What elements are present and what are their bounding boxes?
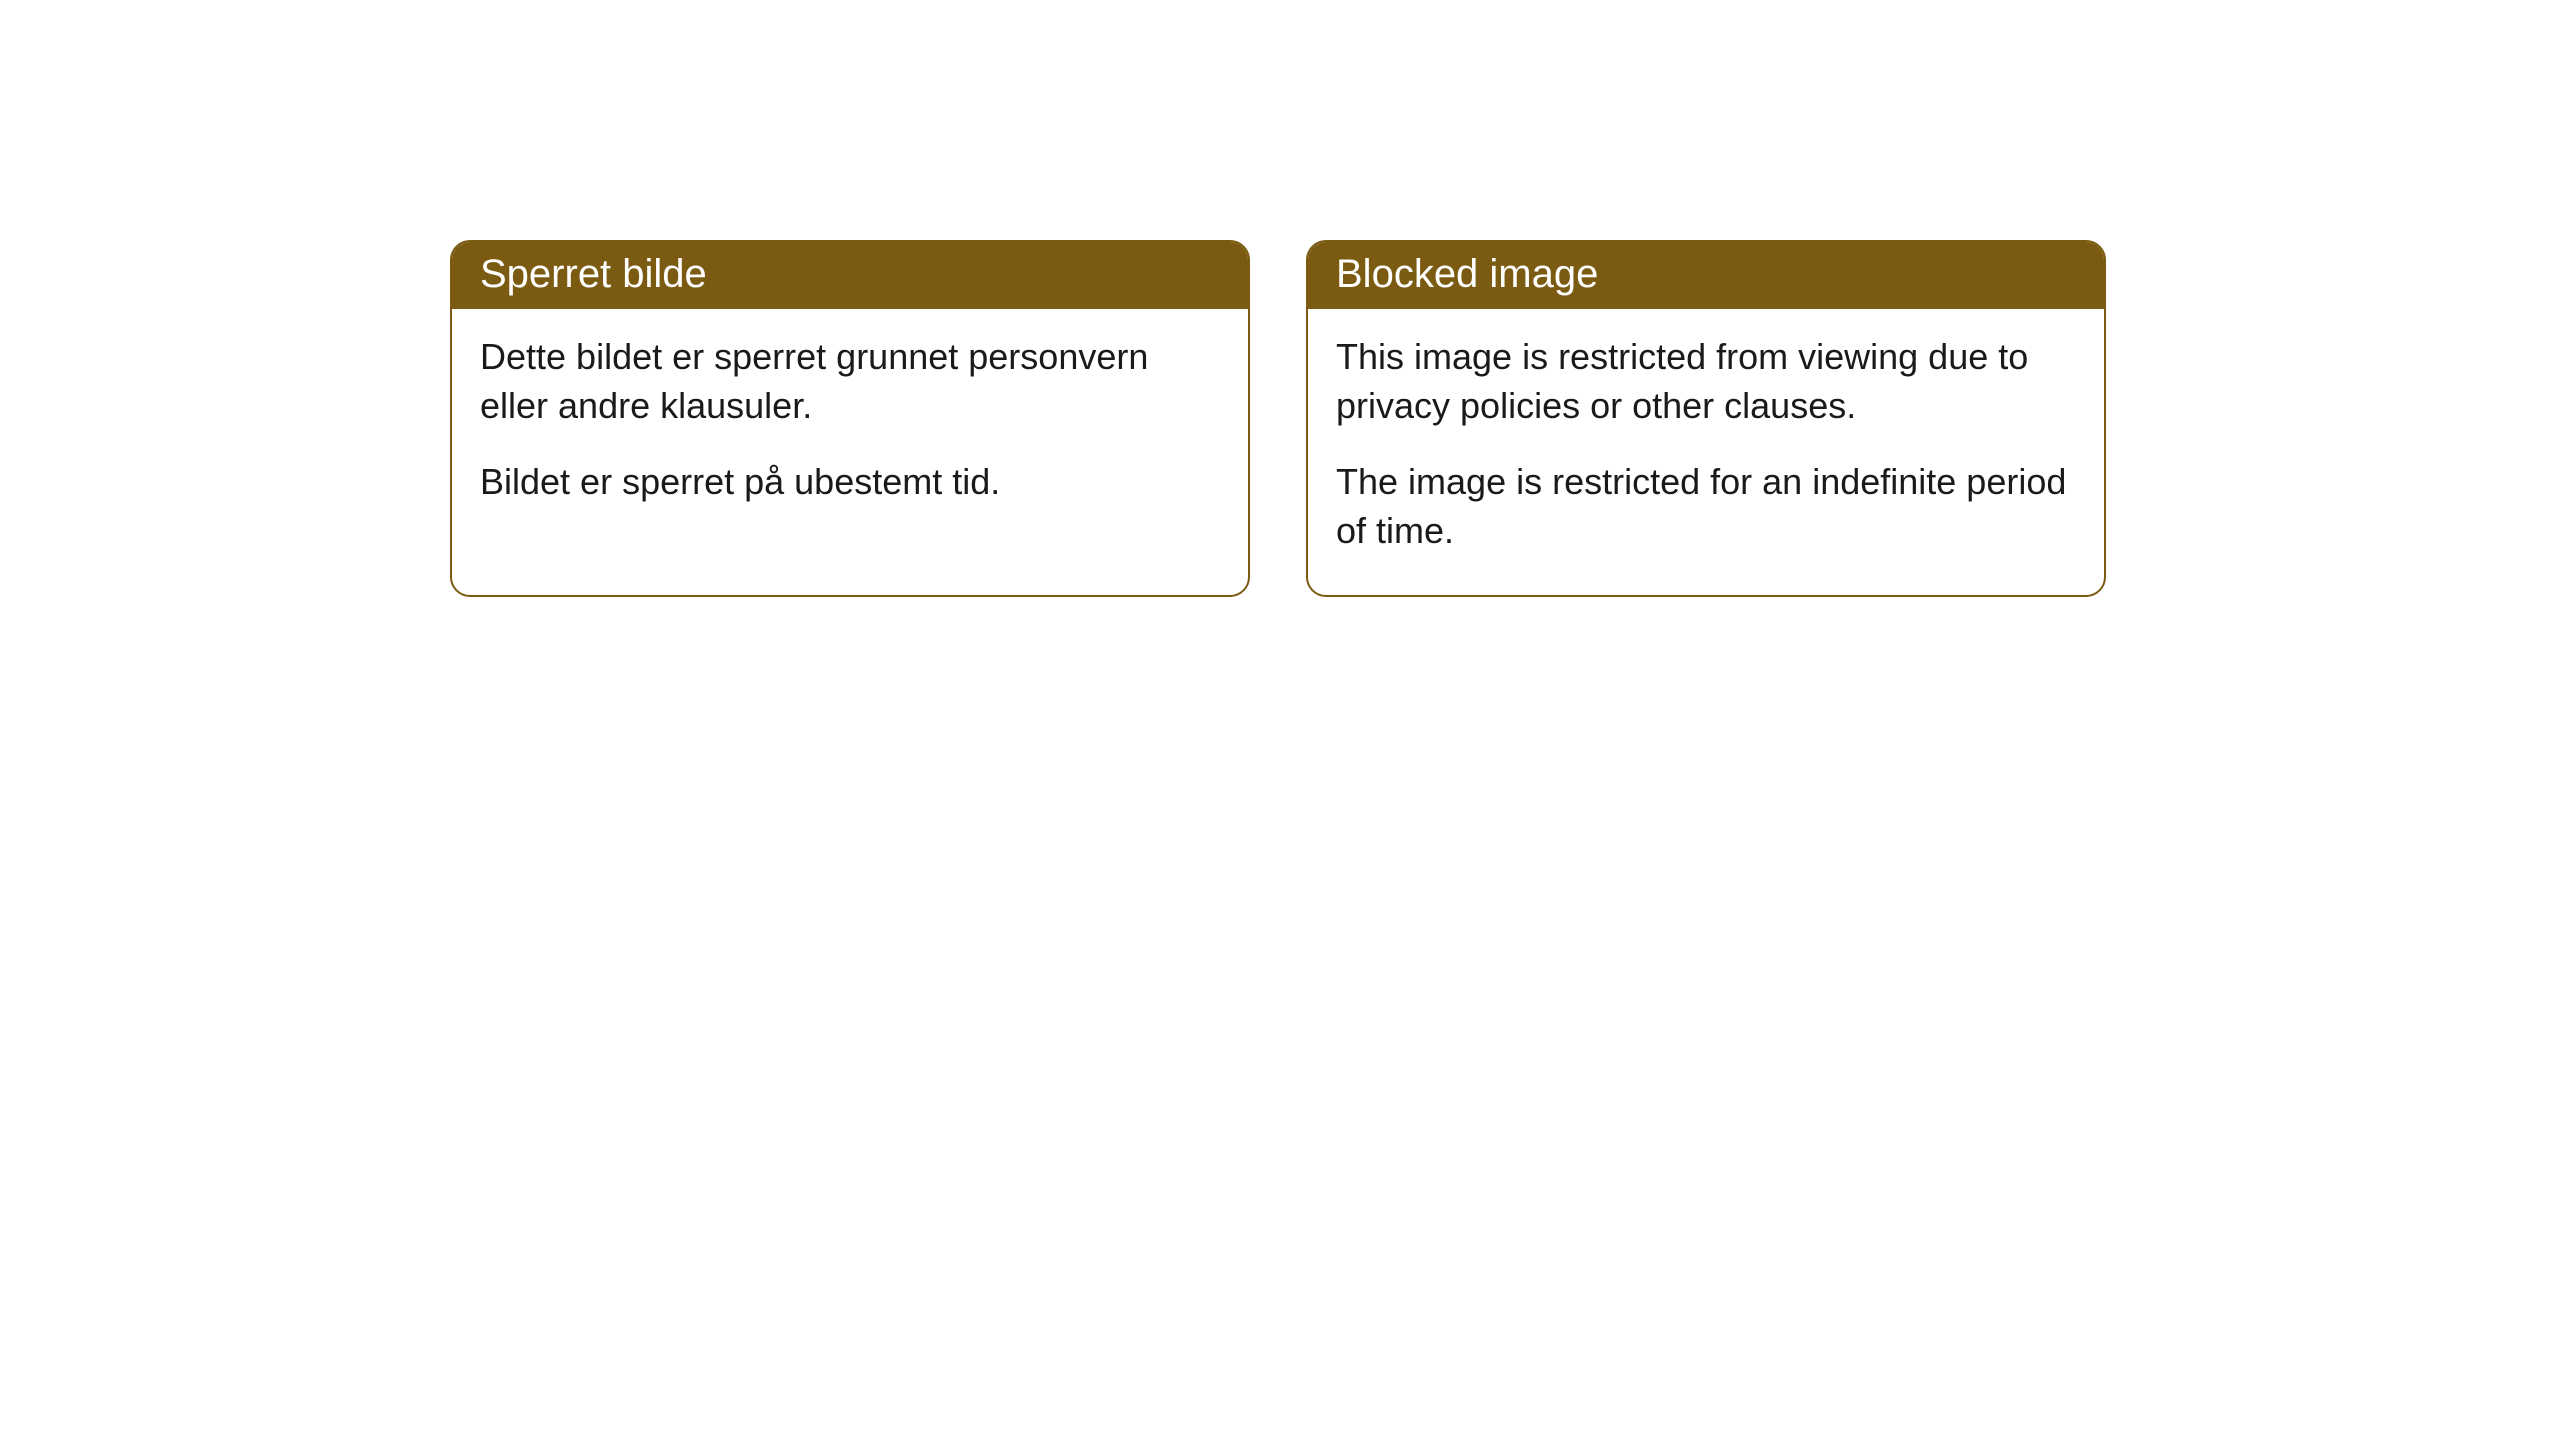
- card-title: Sperret bilde: [452, 242, 1248, 309]
- card-paragraph: The image is restricted for an indefinit…: [1336, 458, 2076, 555]
- card-paragraph: Dette bildet er sperret grunnet personve…: [480, 333, 1220, 430]
- card-body: Dette bildet er sperret grunnet personve…: [452, 309, 1248, 547]
- card-paragraph: This image is restricted from viewing du…: [1336, 333, 2076, 430]
- notice-cards-container: Sperret bilde Dette bildet er sperret gr…: [450, 240, 2560, 597]
- card-paragraph: Bildet er sperret på ubestemt tid.: [480, 458, 1220, 507]
- card-title: Blocked image: [1308, 242, 2104, 309]
- blocked-image-card-no: Sperret bilde Dette bildet er sperret gr…: [450, 240, 1250, 597]
- blocked-image-card-en: Blocked image This image is restricted f…: [1306, 240, 2106, 597]
- card-body: This image is restricted from viewing du…: [1308, 309, 2104, 595]
